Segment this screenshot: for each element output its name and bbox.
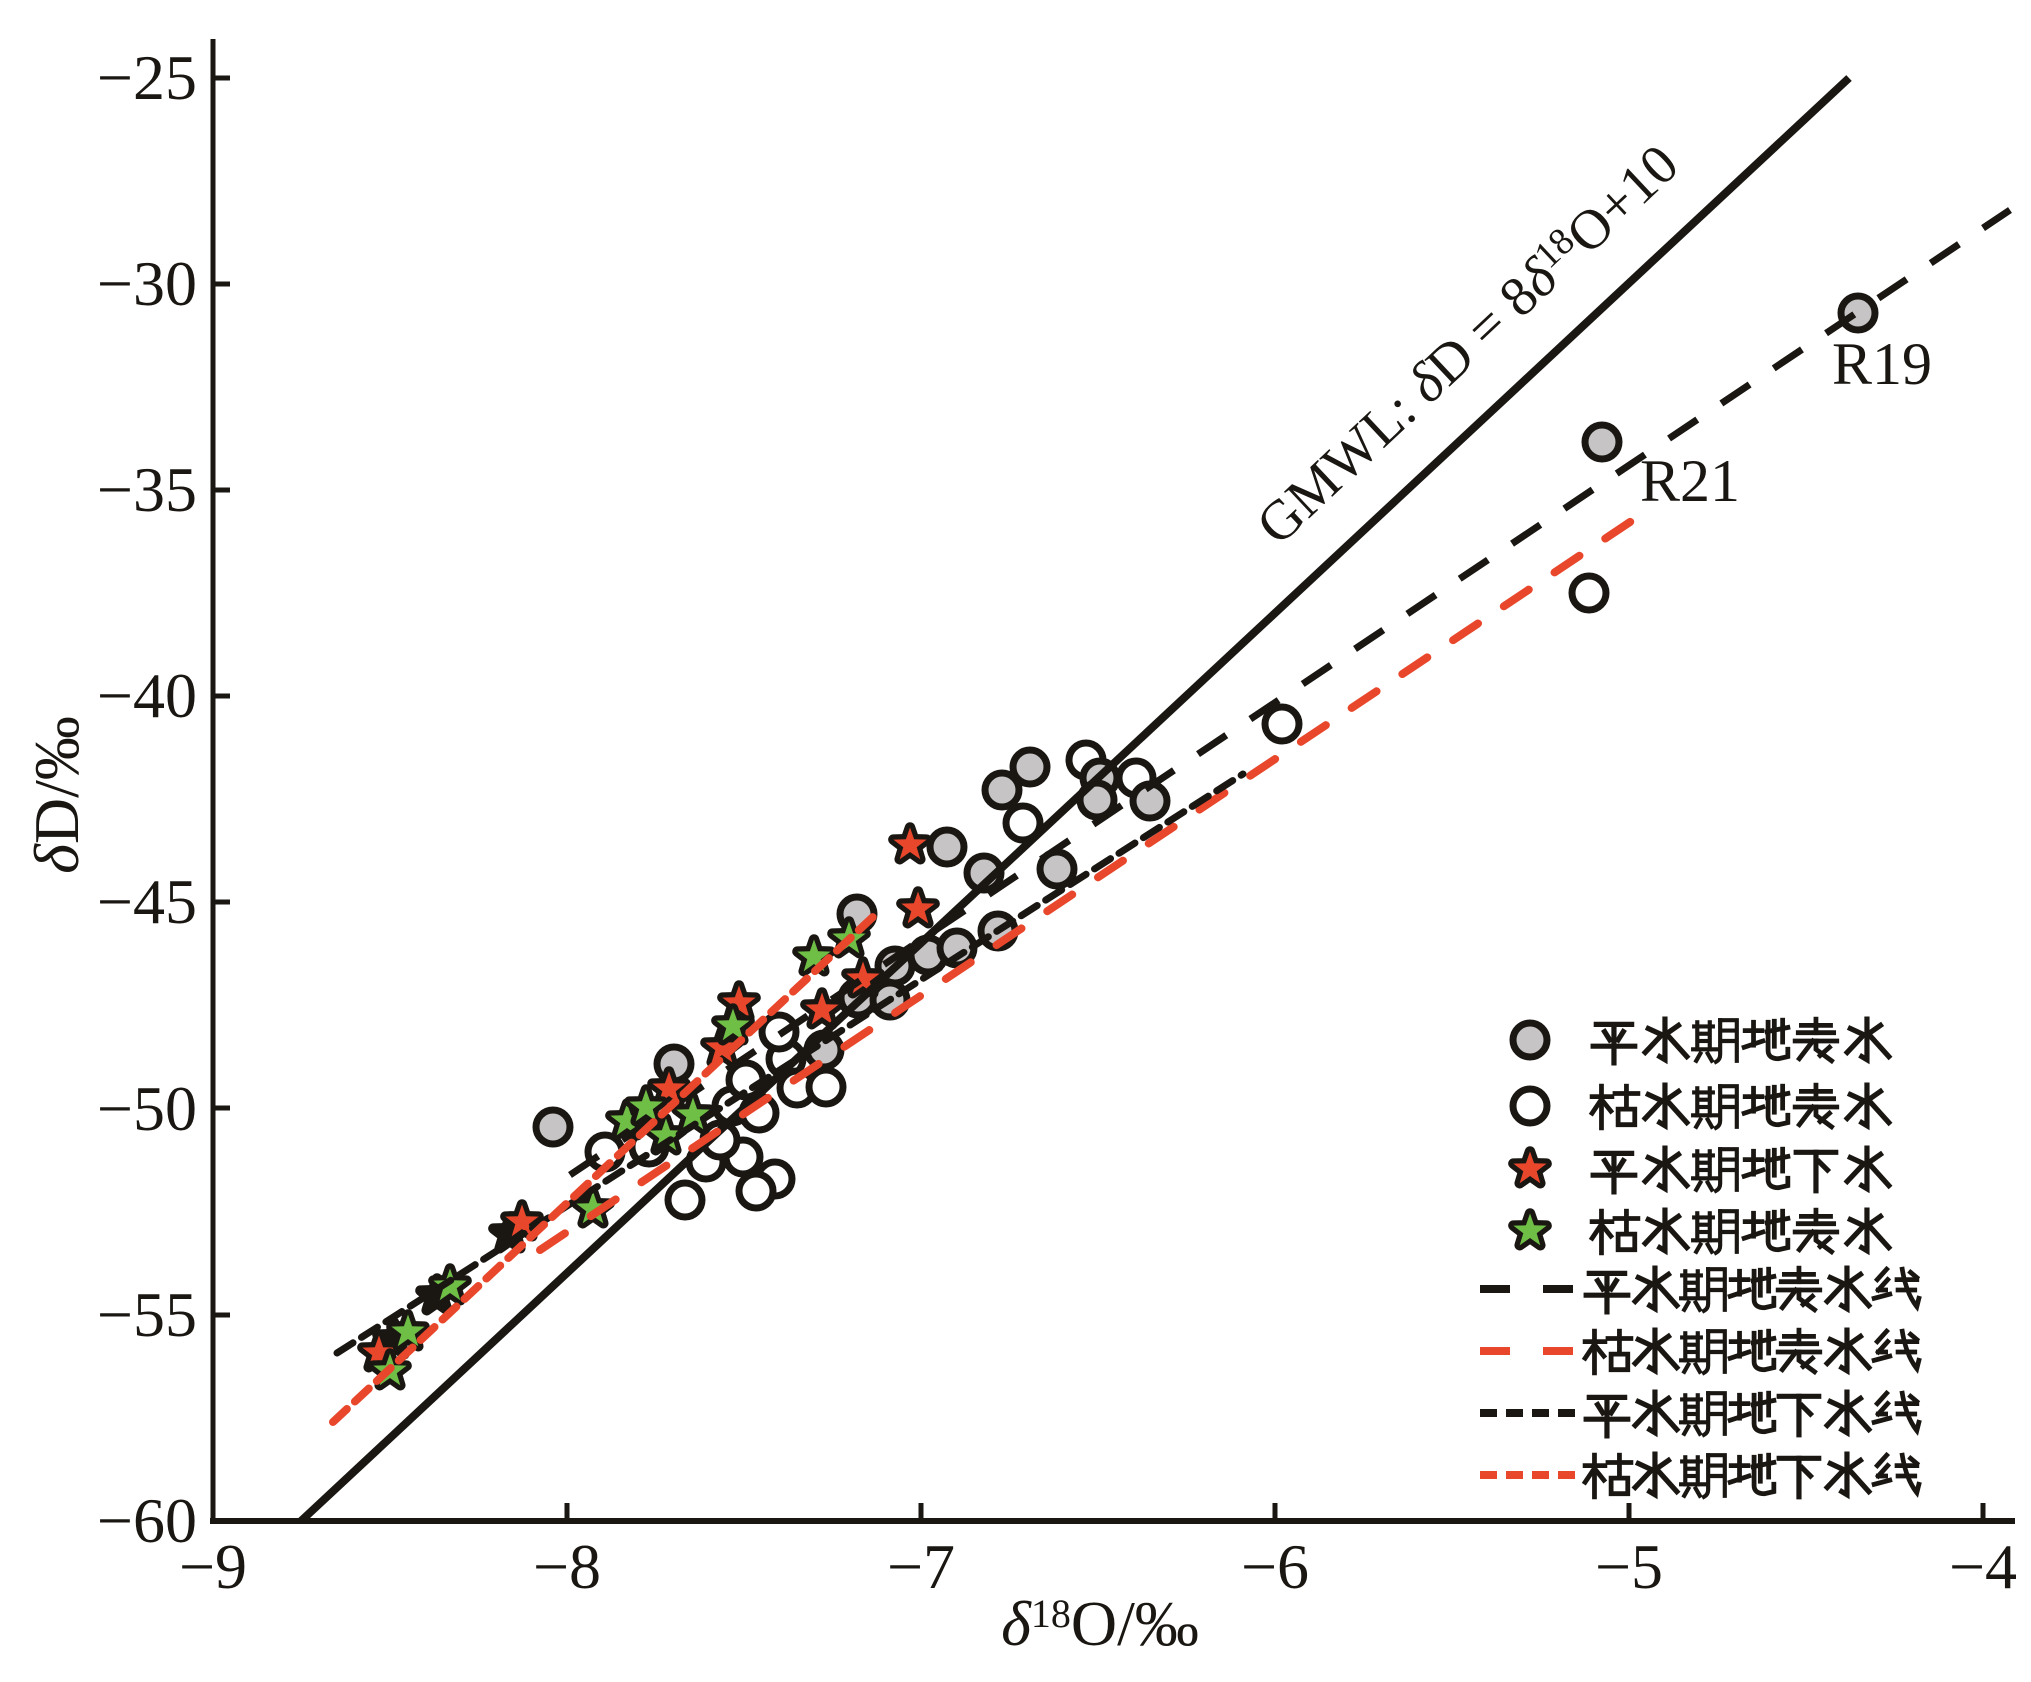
- svg-text:−9: −9: [179, 1531, 247, 1602]
- svg-text:R21: R21: [1640, 448, 1740, 514]
- svg-text:−50: −50: [97, 1073, 197, 1144]
- svg-text:δ18O/‰: δ18O/‰: [1001, 1588, 1199, 1659]
- svg-text:−25: −25: [97, 42, 197, 113]
- svg-text:−55: −55: [97, 1279, 197, 1350]
- svg-text:−35: −35: [97, 454, 197, 525]
- svg-text:−60: −60: [97, 1485, 197, 1556]
- svg-text:δD/‰: δD/‰: [21, 716, 92, 874]
- svg-text:R19: R19: [1832, 331, 1932, 397]
- svg-text:−6: −6: [1241, 1531, 1309, 1602]
- svg-text:−4: −4: [1949, 1531, 2017, 1602]
- svg-text:−5: −5: [1595, 1531, 1663, 1602]
- svg-text:−40: −40: [97, 660, 197, 731]
- svg-text:−8: −8: [533, 1531, 601, 1602]
- svg-text:−30: −30: [97, 248, 197, 319]
- svg-text:−45: −45: [97, 866, 197, 937]
- svg-text:−7: −7: [887, 1531, 955, 1602]
